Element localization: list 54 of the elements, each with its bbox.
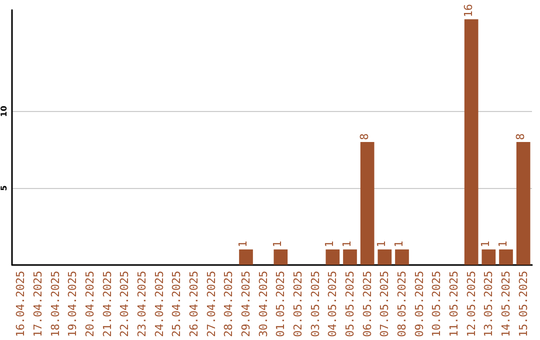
x-tick-label: 16.04.2025 (14, 270, 28, 338)
bar (482, 249, 496, 265)
bar (239, 249, 253, 265)
x-tick-label: 08.05.2025 (396, 270, 408, 338)
data-label: 1 (496, 240, 510, 248)
data-label: 1 (271, 240, 284, 248)
data-label: 1 (479, 240, 492, 248)
data-label: 1 (323, 240, 336, 248)
data-label: 8 (358, 133, 371, 140)
bar (516, 142, 530, 265)
x-tick-label: 24.04.2025 (152, 270, 166, 338)
x-tick-label: 21.04.2025 (100, 270, 114, 338)
data-label: 1 (375, 240, 388, 248)
x-tick-label: 29.04.2025 (240, 270, 252, 338)
bar (343, 249, 357, 265)
x-tick-label: 25.04.2025 (170, 270, 184, 338)
bar (274, 249, 288, 265)
x-tick-label: 18.04.2025 (48, 270, 62, 338)
x-tick-label: 14.05.2025 (500, 270, 512, 338)
bar (464, 19, 478, 265)
x-tick-label: 28.04.2025 (222, 270, 236, 338)
x-tick-label: 13.05.2025 (482, 270, 496, 338)
bar (395, 249, 409, 265)
bar (499, 249, 513, 265)
x-tick-label: 30.04.2025 (256, 270, 270, 338)
data-label: 1 (392, 240, 406, 248)
x-tick-label: 04.05.2025 (326, 270, 340, 338)
x-tick-label: 26.04.2025 (188, 270, 200, 338)
x-tick-label: 02.05.2025 (292, 270, 304, 338)
y-tick-label: 5 (0, 184, 8, 191)
x-tick-label: 10.05.2025 (430, 270, 444, 338)
x-tick-label: 19.04.2025 (66, 270, 80, 338)
x-tick-label: 01.05.2025 (274, 270, 288, 338)
x-tick-label: 17.04.2025 (32, 270, 44, 338)
x-tick-label: 23.04.2025 (136, 270, 148, 338)
data-label: 8 (514, 133, 527, 140)
x-tick-label: 03.05.2025 (308, 270, 322, 338)
bar (360, 142, 374, 265)
x-tick-label: 15.05.2025 (516, 270, 530, 338)
x-tick-label: 12.05.2025 (464, 270, 478, 338)
x-tick-label: 20.04.2025 (84, 270, 96, 338)
x-tick-label: 07.05.2025 (378, 270, 392, 338)
data-label: 1 (236, 240, 250, 248)
bar (378, 249, 392, 265)
data-label: 16 (462, 4, 475, 18)
x-tick-label: 22.04.2025 (118, 270, 132, 338)
bar (326, 249, 340, 265)
y-tick-label: 10 (0, 105, 8, 117)
x-tick-label: 09.05.2025 (412, 270, 426, 338)
x-tick-label: 05.05.2025 (344, 270, 356, 338)
data-label: 1 (340, 240, 354, 248)
x-tick-label: 27.04.2025 (204, 270, 218, 338)
x-tick-label: 11.05.2025 (448, 270, 460, 338)
x-tick-label: 06.05.2025 (360, 270, 374, 338)
